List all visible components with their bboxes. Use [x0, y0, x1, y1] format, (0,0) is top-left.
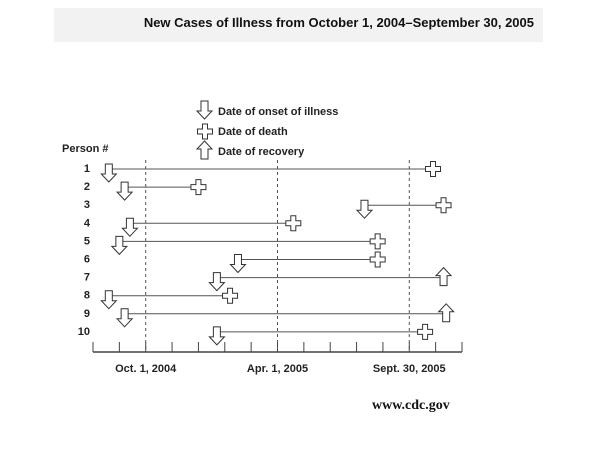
onset-arrow-icon	[121, 217, 139, 238]
person-number: 6	[84, 254, 90, 266]
death-cross-icon	[425, 161, 442, 177]
death-cross-icon	[369, 251, 386, 268]
case-row: 8	[84, 287, 239, 310]
recovery-arrow-icon	[437, 303, 455, 323]
title-bar: New Cases of Illness from October 1, 200…	[54, 8, 543, 42]
legend: Date of onset of illness Date of death D…	[195, 100, 338, 160]
onset-arrow-icon	[115, 181, 134, 201]
onset-arrow-icon	[110, 235, 129, 256]
onset-arrow-icon	[208, 272, 226, 292]
person-header: Person #	[62, 143, 108, 155]
person-number: 8	[84, 290, 90, 302]
case-row: 1	[84, 161, 442, 183]
onset-arrow-icon	[229, 254, 247, 274]
death-cross-icon	[285, 215, 302, 232]
death-cross-icon	[190, 179, 207, 196]
person-number: 3	[84, 199, 90, 211]
case-row: 10	[78, 323, 434, 346]
death-cross-icon	[222, 287, 239, 304]
person-number: 9	[84, 308, 90, 320]
death-cross-icon	[369, 233, 386, 250]
source-credit: www.cdc.gov	[372, 398, 450, 413]
legend-recovery-label: Date of recovery	[218, 146, 305, 158]
case-row: 7	[84, 266, 453, 292]
death-cross-icon	[417, 323, 434, 340]
legend-death-label: Date of death	[218, 126, 288, 138]
legend-onset-label: Date of onset of illness	[218, 106, 338, 118]
person-number: 2	[84, 181, 90, 193]
death-cross-icon	[435, 197, 452, 214]
onset-arrow-icon	[100, 290, 118, 310]
person-number: 5	[84, 235, 90, 247]
person-number: 10	[78, 326, 90, 338]
onset-arrow-icon	[208, 326, 226, 346]
onset-arrow-icon	[355, 199, 374, 219]
case-row: 2	[84, 179, 207, 201]
case-row: 6	[84, 251, 386, 274]
death-cross-icon	[197, 123, 213, 140]
page-title: New Cases of Illness from October 1, 200…	[143, 15, 534, 30]
milestone-label: Sept. 30, 2005	[373, 363, 446, 375]
recovery-arrow-icon	[195, 140, 214, 160]
milestone-label: Apr. 1, 2005	[247, 363, 308, 375]
onset-arrow-icon	[100, 163, 118, 183]
person-number: 7	[84, 272, 90, 284]
person-number: 1	[84, 163, 90, 175]
milestone-label: Oct. 1, 2004	[115, 363, 177, 375]
case-row: 9	[84, 303, 455, 328]
onset-arrow-icon	[195, 100, 214, 120]
case-row: 5	[84, 233, 386, 256]
timeline-axis: Oct. 1, 2004 Apr. 1, 2005 Sept. 30, 2005	[92, 160, 463, 375]
case-rows: 1 2 3 4 5 6 7 8 9 10	[78, 161, 455, 346]
case-row: 3	[84, 197, 452, 219]
case-row: 4	[84, 215, 302, 238]
person-number: 4	[84, 217, 91, 229]
onset-arrow-icon	[115, 308, 134, 328]
recovery-arrow-icon	[434, 266, 453, 287]
